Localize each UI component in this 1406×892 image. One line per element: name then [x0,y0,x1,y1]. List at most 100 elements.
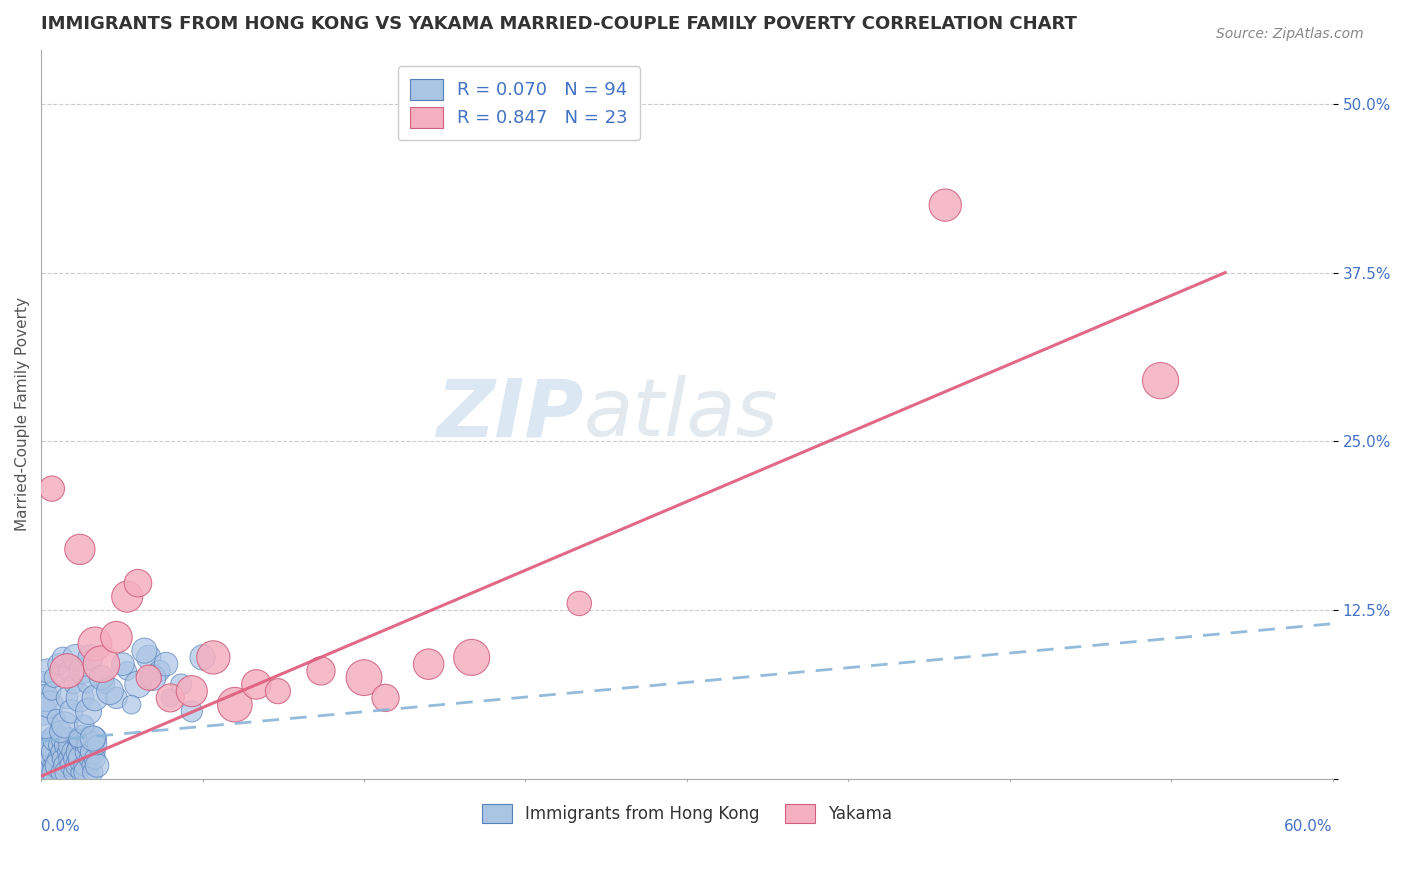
Point [115,664,138,678]
Point [79,758,101,772]
Text: 0.0%: 0.0% [41,819,80,834]
Point [45,752,67,766]
Point [49,765,72,780]
Point [134,643,156,657]
Point [84,752,107,766]
Point [82,745,104,759]
Point [84,690,107,705]
Point [374,690,396,705]
Point [94,677,117,691]
Point [115,590,138,604]
Point [105,630,128,644]
Point [191,650,214,665]
Point [34,718,56,732]
Point [46,738,69,752]
Point [77,731,100,746]
Point [934,198,956,212]
Point [127,576,149,591]
Point [353,671,375,685]
Point [32,705,55,719]
Point [42,671,65,685]
Point [77,752,100,766]
Point [70,731,93,746]
Point [65,731,87,746]
Point [53,738,76,752]
Point [418,657,440,672]
Point [70,664,93,678]
Point [159,690,181,705]
Point [155,657,177,672]
Point [69,542,91,557]
Point [127,677,149,691]
Point [79,650,101,665]
Point [60,758,83,772]
Point [32,765,55,780]
Point [69,745,91,759]
Point [52,752,75,766]
Point [38,752,60,766]
Point [62,765,84,780]
Text: IMMIGRANTS FROM HONG KONG VS YAKAMA MARRIED-COUPLE FAMILY POVERTY CORRELATION CH: IMMIGRANTS FROM HONG KONG VS YAKAMA MARR… [41,15,1077,33]
Point [65,650,87,665]
Point [56,690,79,705]
Legend: Immigrants from Hong Kong, Yakama: Immigrants from Hong Kong, Yakama [468,790,905,836]
Point [73,718,96,732]
Point [41,482,63,496]
Point [56,664,79,678]
Point [73,758,96,772]
Point [56,765,79,780]
Point [42,765,65,780]
Point [86,738,108,752]
Point [37,765,59,780]
Text: atlas: atlas [583,376,779,453]
Point [82,731,104,746]
Point [60,705,83,719]
Point [224,698,246,712]
Point [84,637,107,651]
Point [62,677,84,691]
Point [73,738,96,752]
Point [309,664,332,678]
Point [58,664,80,678]
Point [32,677,55,691]
Point [58,752,80,766]
Point [105,690,128,705]
Point [69,690,91,705]
Point [69,765,91,780]
Point [56,745,79,759]
Point [37,664,59,678]
Point [52,731,75,746]
Point [180,684,202,698]
Point [62,745,84,759]
Y-axis label: Married-Couple Family Poverty: Married-Couple Family Poverty [15,297,30,532]
Point [45,711,67,725]
Point [46,758,69,772]
Point [60,738,83,752]
Point [75,745,97,759]
Point [170,677,193,691]
Point [37,745,59,759]
Point [84,731,107,746]
Point [86,758,108,772]
Point [65,752,87,766]
Point [66,738,89,752]
Point [70,752,93,766]
Point [66,731,89,746]
Point [42,745,65,759]
Point [46,657,69,672]
Point [41,684,63,698]
Text: ZIP: ZIP [436,376,583,453]
Point [34,758,56,772]
Point [38,731,60,746]
Point [82,765,104,780]
Point [568,596,591,610]
Point [53,758,76,772]
Point [77,705,100,719]
Point [66,758,89,772]
Point [148,664,170,678]
Point [79,738,101,752]
Point [49,745,72,759]
Point [41,758,63,772]
Point [245,677,267,691]
Point [142,671,165,685]
